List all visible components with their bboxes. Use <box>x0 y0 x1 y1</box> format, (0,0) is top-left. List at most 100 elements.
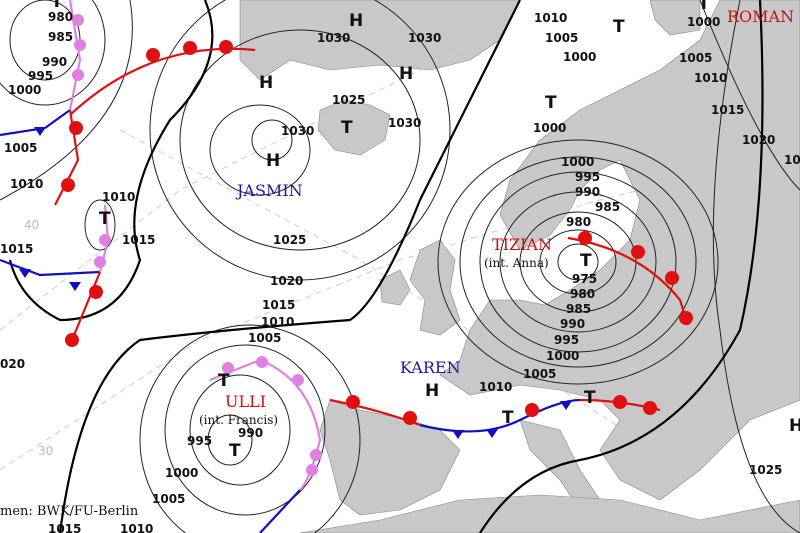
north-africa <box>299 494 800 533</box>
occlusion-symbol <box>256 356 268 368</box>
isobar-label: 990 <box>560 317 585 331</box>
warm-front-semicircle <box>403 411 417 425</box>
system-name-ulli: ULLI <box>225 392 266 411</box>
source-credit: men: BWK/FU-Berlin <box>0 504 139 519</box>
isobar-label: 1000 <box>546 349 579 363</box>
warm-front-semicircle <box>643 401 657 415</box>
low-pressure-marker: T <box>51 0 63 12</box>
warm-front-semicircle <box>346 395 360 409</box>
isobar-label: 1000 <box>561 155 594 169</box>
isobar-label: 1030 <box>317 31 350 45</box>
system-name-roman: ROMAN <box>727 7 794 26</box>
low-pressure-marker: T <box>218 371 230 391</box>
isobar-label: 1025 <box>332 93 365 107</box>
isobar-label: 1010 <box>10 177 43 191</box>
system-name-jasmin: JASMIN <box>235 181 303 200</box>
isobar-label: 990 <box>238 426 263 440</box>
isobar-label: 1010 <box>102 190 135 204</box>
isobar-label: 1005 <box>248 331 281 345</box>
low-pressure-marker: T <box>584 388 596 408</box>
warm-front-semicircle <box>578 231 592 245</box>
isobar-label: 1015 <box>0 242 33 256</box>
system-subtitle-ulli: (int. Francis) <box>199 413 278 427</box>
low-pressure-marker: T <box>229 441 241 461</box>
isobar-label: 1010 <box>694 71 727 85</box>
cold-front-north <box>0 109 71 137</box>
isobar-label: 1000 <box>563 50 596 64</box>
isobar-label: 995 <box>28 69 53 83</box>
low-pressure-marker: T <box>698 0 710 14</box>
isobar-label: 985 <box>595 200 620 214</box>
system-name-karen: KAREN <box>400 358 461 377</box>
isobar-label: 995 <box>187 434 212 448</box>
system-name-tizian: TIZIAN <box>492 235 552 254</box>
greenland <box>239 0 521 81</box>
isobar-label: 1005 <box>152 492 185 506</box>
warm-front-semicircle <box>65 333 79 347</box>
svalbard-region <box>649 0 701 36</box>
isobar-label: 1025 <box>749 463 782 477</box>
cold-front-biscay <box>419 398 581 433</box>
cold-front-triangle <box>486 429 498 438</box>
isobar-label: 1015 <box>711 103 744 117</box>
isobar-label: 1010 <box>534 11 567 25</box>
isobar-label: 1025 <box>273 233 306 247</box>
graticule <box>0 29 800 471</box>
high-pressure-marker: H <box>349 11 363 31</box>
main-isobars <box>8 0 764 533</box>
ireland <box>379 269 411 306</box>
isobar-label: 1020 <box>270 274 303 288</box>
latitude-label: 40 <box>24 218 39 232</box>
isobar-label: 1030 <box>408 31 441 45</box>
low-pressure-marker: T <box>613 17 625 37</box>
isobar-label: 990 <box>575 185 600 199</box>
warm-front-west-lower <box>68 271 102 346</box>
isobar-label: 985 <box>48 30 73 44</box>
isobar-label: 980 <box>566 215 591 229</box>
high-pressure-marker: H <box>789 416 800 436</box>
front-symbols <box>19 14 693 476</box>
low-pressure-marker: T <box>545 93 557 113</box>
warm-front-semicircle <box>69 121 83 135</box>
cold-front-west <box>0 258 101 277</box>
isobar-label: 1005 <box>679 51 712 65</box>
occlusion-symbol <box>72 14 84 26</box>
isobar-label: 1030 <box>388 116 421 130</box>
occlusion-symbol <box>72 69 84 81</box>
high-pressure-marker: H <box>259 73 273 93</box>
isobar-label: 1030 <box>281 124 314 138</box>
cold-front-triangle <box>69 282 81 291</box>
pressure-centers: T H H H T H T T T T T T H T T T H <box>51 0 800 461</box>
isobar-label: 980 <box>570 287 595 301</box>
low-pressure-marker: T <box>99 209 111 229</box>
isobar-label: 1005 <box>545 31 578 45</box>
occlusion-symbol <box>292 374 304 386</box>
system-subtitle-tizian: (int. Anna) <box>484 256 549 270</box>
warm-front-semicircle <box>613 395 627 409</box>
warm-front-semicircle <box>679 311 693 325</box>
warm-front-semicircle <box>183 41 197 55</box>
isobar-label: 980 <box>48 10 73 24</box>
high-pressure-marker: H <box>425 381 439 401</box>
isobar-label: 990 <box>42 55 67 69</box>
isobar-label: 1015 <box>122 233 155 247</box>
isobar-label: 1010 <box>261 315 294 329</box>
isobar-label: 1000 <box>533 121 566 135</box>
occlusion-symbol <box>94 256 106 268</box>
isobar-label: 995 <box>554 333 579 347</box>
warm-front-semicircle <box>146 48 160 62</box>
isobar-label: 1000 <box>687 15 720 29</box>
isobar-label: 020 <box>0 357 25 371</box>
isobar-label: 10 <box>784 153 800 167</box>
warm-front-semicircle <box>61 178 75 192</box>
iberia <box>319 399 461 516</box>
isobar-label: 1010 <box>479 380 512 394</box>
occlusion-symbol <box>222 362 234 374</box>
isobar-label: 1015 <box>262 298 295 312</box>
isobar-label: 985 <box>566 302 591 316</box>
warm-front-semicircle <box>525 403 539 417</box>
cold-front-triangle <box>34 127 46 136</box>
isobar-label: 1015 <box>48 522 81 533</box>
